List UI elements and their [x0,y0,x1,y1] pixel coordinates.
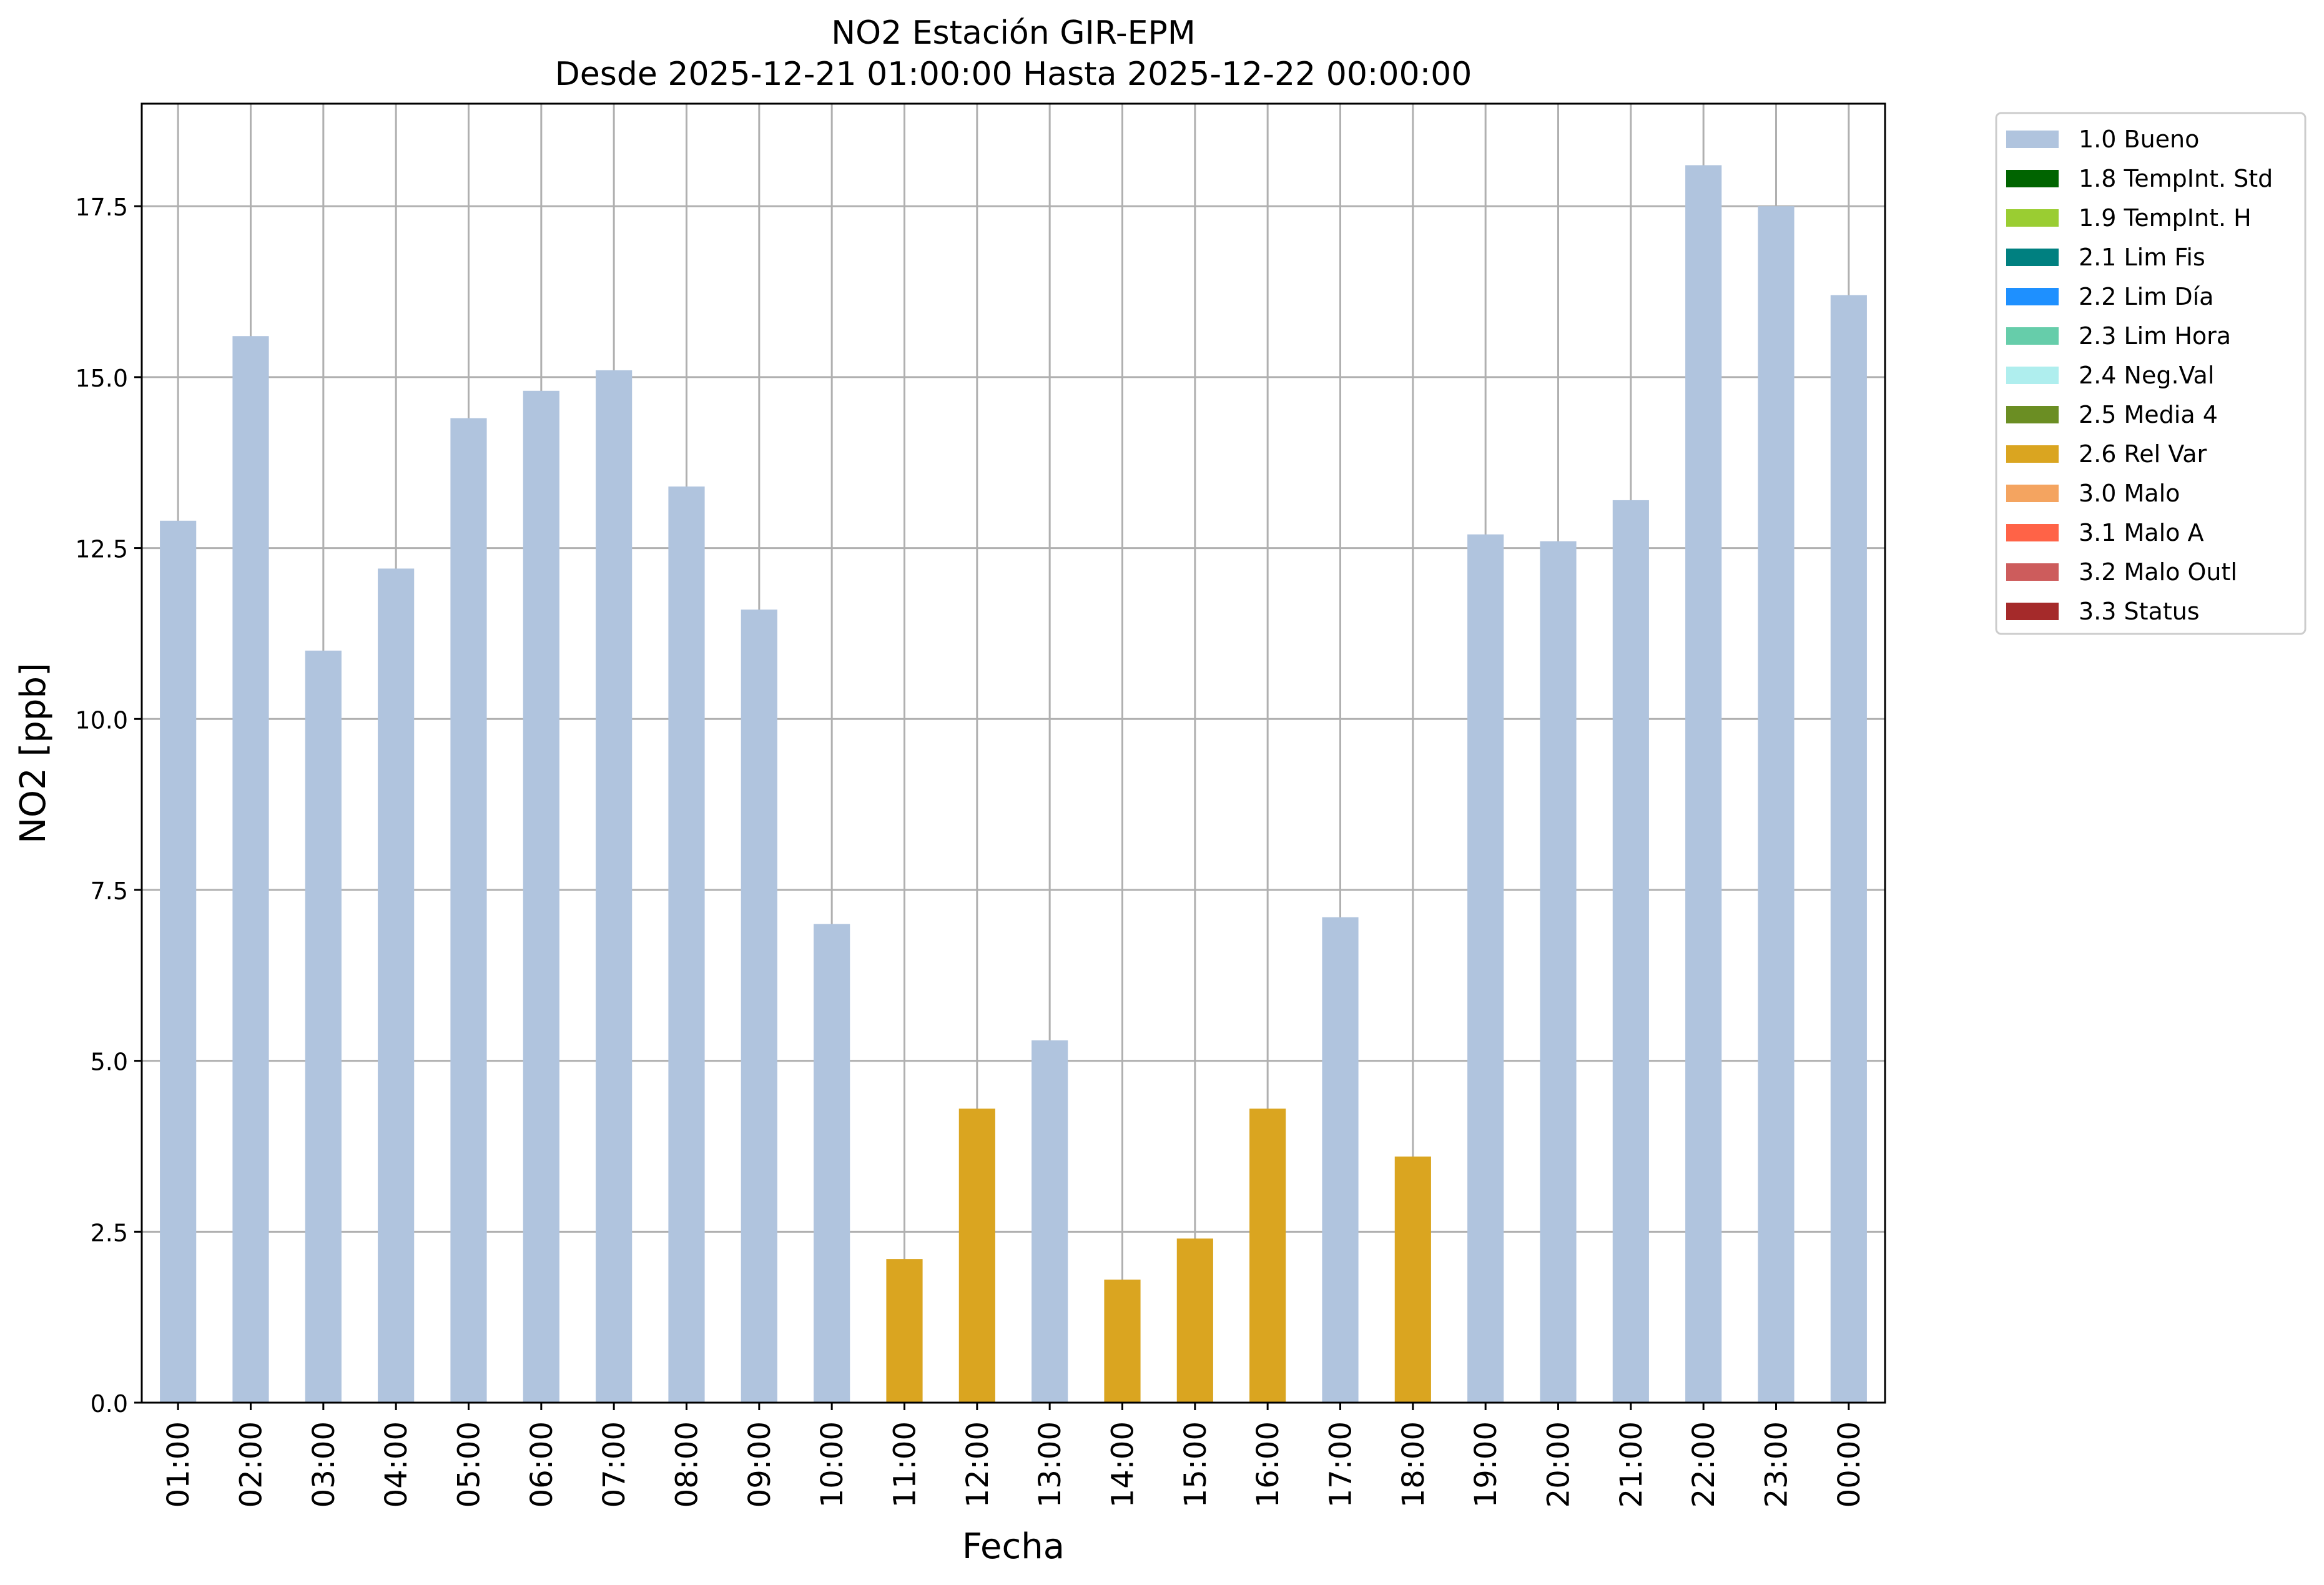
x-tick-label: 17:00 [1324,1421,1359,1508]
y-tick-label: 7.5 [91,877,128,905]
chart-title: NO2 Estación GIR-EPM [831,14,1195,52]
x-tick-label: 07:00 [597,1421,632,1508]
legend-label: 2.5 Media 4 [2079,401,2218,428]
x-tick-label: 01:00 [161,1421,196,1508]
legend-swatch [2006,131,2059,148]
bar-06:00 [523,390,559,1403]
bar-15:00 [1176,1238,1213,1403]
x-tick-label: 20:00 [1542,1421,1577,1508]
x-tick-label: 21:00 [1614,1421,1649,1508]
legend-label: 2.2 Lim Día [2079,283,2213,310]
bar-05:00 [450,418,487,1403]
legend-swatch [2006,327,2059,345]
legend-swatch [2006,288,2059,305]
x-tick-label: 09:00 [742,1421,777,1508]
legend-box [1995,112,2307,635]
x-tick-label: 10:00 [815,1421,850,1508]
x-tick-label: 11:00 [888,1421,923,1508]
x-tick-label: 19:00 [1469,1421,1504,1508]
bar-13:00 [1032,1040,1068,1403]
x-tick-label: 14:00 [1106,1421,1141,1508]
x-tick-label: 06:00 [524,1421,559,1508]
legend-label: 1.8 TempInt. Std [2079,165,2273,192]
x-tick-label: 04:00 [379,1421,414,1508]
y-tick-label: 10.0 [75,706,128,734]
legend-label: 3.2 Malo Outl [2079,558,2237,586]
x-tick-label: 03:00 [307,1421,342,1508]
x-tick-label: 00:00 [1832,1421,1867,1508]
bar-00:00 [1830,295,1867,1403]
legend: 1.0 Bueno 1.8 TempInt. Std 1.9 TempInt. H 2… [1995,112,2307,635]
legend-label: 2.1 Lim Fis [2079,244,2205,271]
x-axis: 01:00 02:00 03:00 04:00 05:00 06:00 07:00 08:00… [161,1403,1867,1508]
bar-03:00 [305,650,342,1403]
x-tick-label: 18:00 [1396,1421,1431,1508]
legend-label: 3.0 Malo [2079,480,2180,507]
y-axis: 0.0 2.5 5.0 7.5 10.0 12.5 15.0 17.5 [75,194,142,1418]
legend-swatch [2006,249,2059,266]
y-axis-label: NO2 [ppb] [13,663,54,844]
x-tick-label: 15:00 [1178,1421,1213,1508]
x-axis-label: Fecha [962,1526,1065,1567]
legend-swatch [2006,563,2059,581]
bar-04:00 [378,568,415,1403]
bar-10:00 [814,924,850,1403]
legend-swatch [2006,170,2059,187]
bar-16:00 [1249,1109,1286,1403]
plot-frame [140,102,1886,1404]
legend-label: 3.1 Malo A [2079,519,2203,546]
legend-swatch [2006,367,2059,384]
bar-21:00 [1612,500,1649,1403]
y-tick-label: 2.5 [91,1219,128,1247]
legend-swatch [2006,524,2059,541]
legend-label: 1.9 TempInt. H [2079,204,2252,232]
bar-20:00 [1540,541,1577,1403]
x-tick-label: 05:00 [452,1421,487,1508]
bar-07:00 [596,370,633,1403]
x-tick-label: 16:00 [1251,1421,1286,1508]
legend-label: 3.3 Status [2079,598,2200,625]
legend-label: 2.3 Lim Hora [2079,322,2231,350]
y-tick-label: 5.0 [91,1049,128,1076]
bar-17:00 [1322,917,1359,1403]
bar-19:00 [1467,534,1504,1403]
x-tick-label: 22:00 [1686,1421,1721,1508]
x-tick-label: 12:00 [960,1421,995,1508]
legend-swatch [2006,603,2059,620]
bars-layer [160,165,1867,1403]
legend-swatch [2006,209,2059,227]
legend-swatch [2006,485,2059,502]
bar-11:00 [886,1259,923,1403]
legend-label: 2.4 Neg.Val [2079,362,2214,389]
x-tick-label: 23:00 [1760,1421,1795,1508]
legend-label: 1.0 Bueno [2079,126,2199,153]
bar-08:00 [668,486,705,1403]
x-tick-label: 02:00 [234,1421,269,1508]
y-tick-label: 0.0 [91,1390,128,1418]
bar-22:00 [1685,165,1722,1403]
x-tick-label: 13:00 [1033,1421,1068,1508]
bar-01:00 [160,520,197,1403]
bar-23:00 [1758,206,1795,1403]
legend-swatch [2006,445,2059,463]
x-tick-label: 08:00 [670,1421,705,1508]
legend-swatch [2006,406,2059,423]
bar-09:00 [741,610,777,1403]
y-tick-label: 15.0 [75,365,128,392]
bar-12:00 [958,1109,995,1403]
y-tick-label: 17.5 [75,194,128,221]
bar-18:00 [1394,1156,1431,1403]
chart-subtitle: Desde 2025-12-21 01:00:00 Hasta 2025-12-… [555,56,1472,93]
bar-14:00 [1104,1279,1141,1403]
y-tick-label: 12.5 [75,536,128,563]
legend-label: 2.6 Rel Var [2079,440,2207,468]
bar-02:00 [232,336,269,1403]
